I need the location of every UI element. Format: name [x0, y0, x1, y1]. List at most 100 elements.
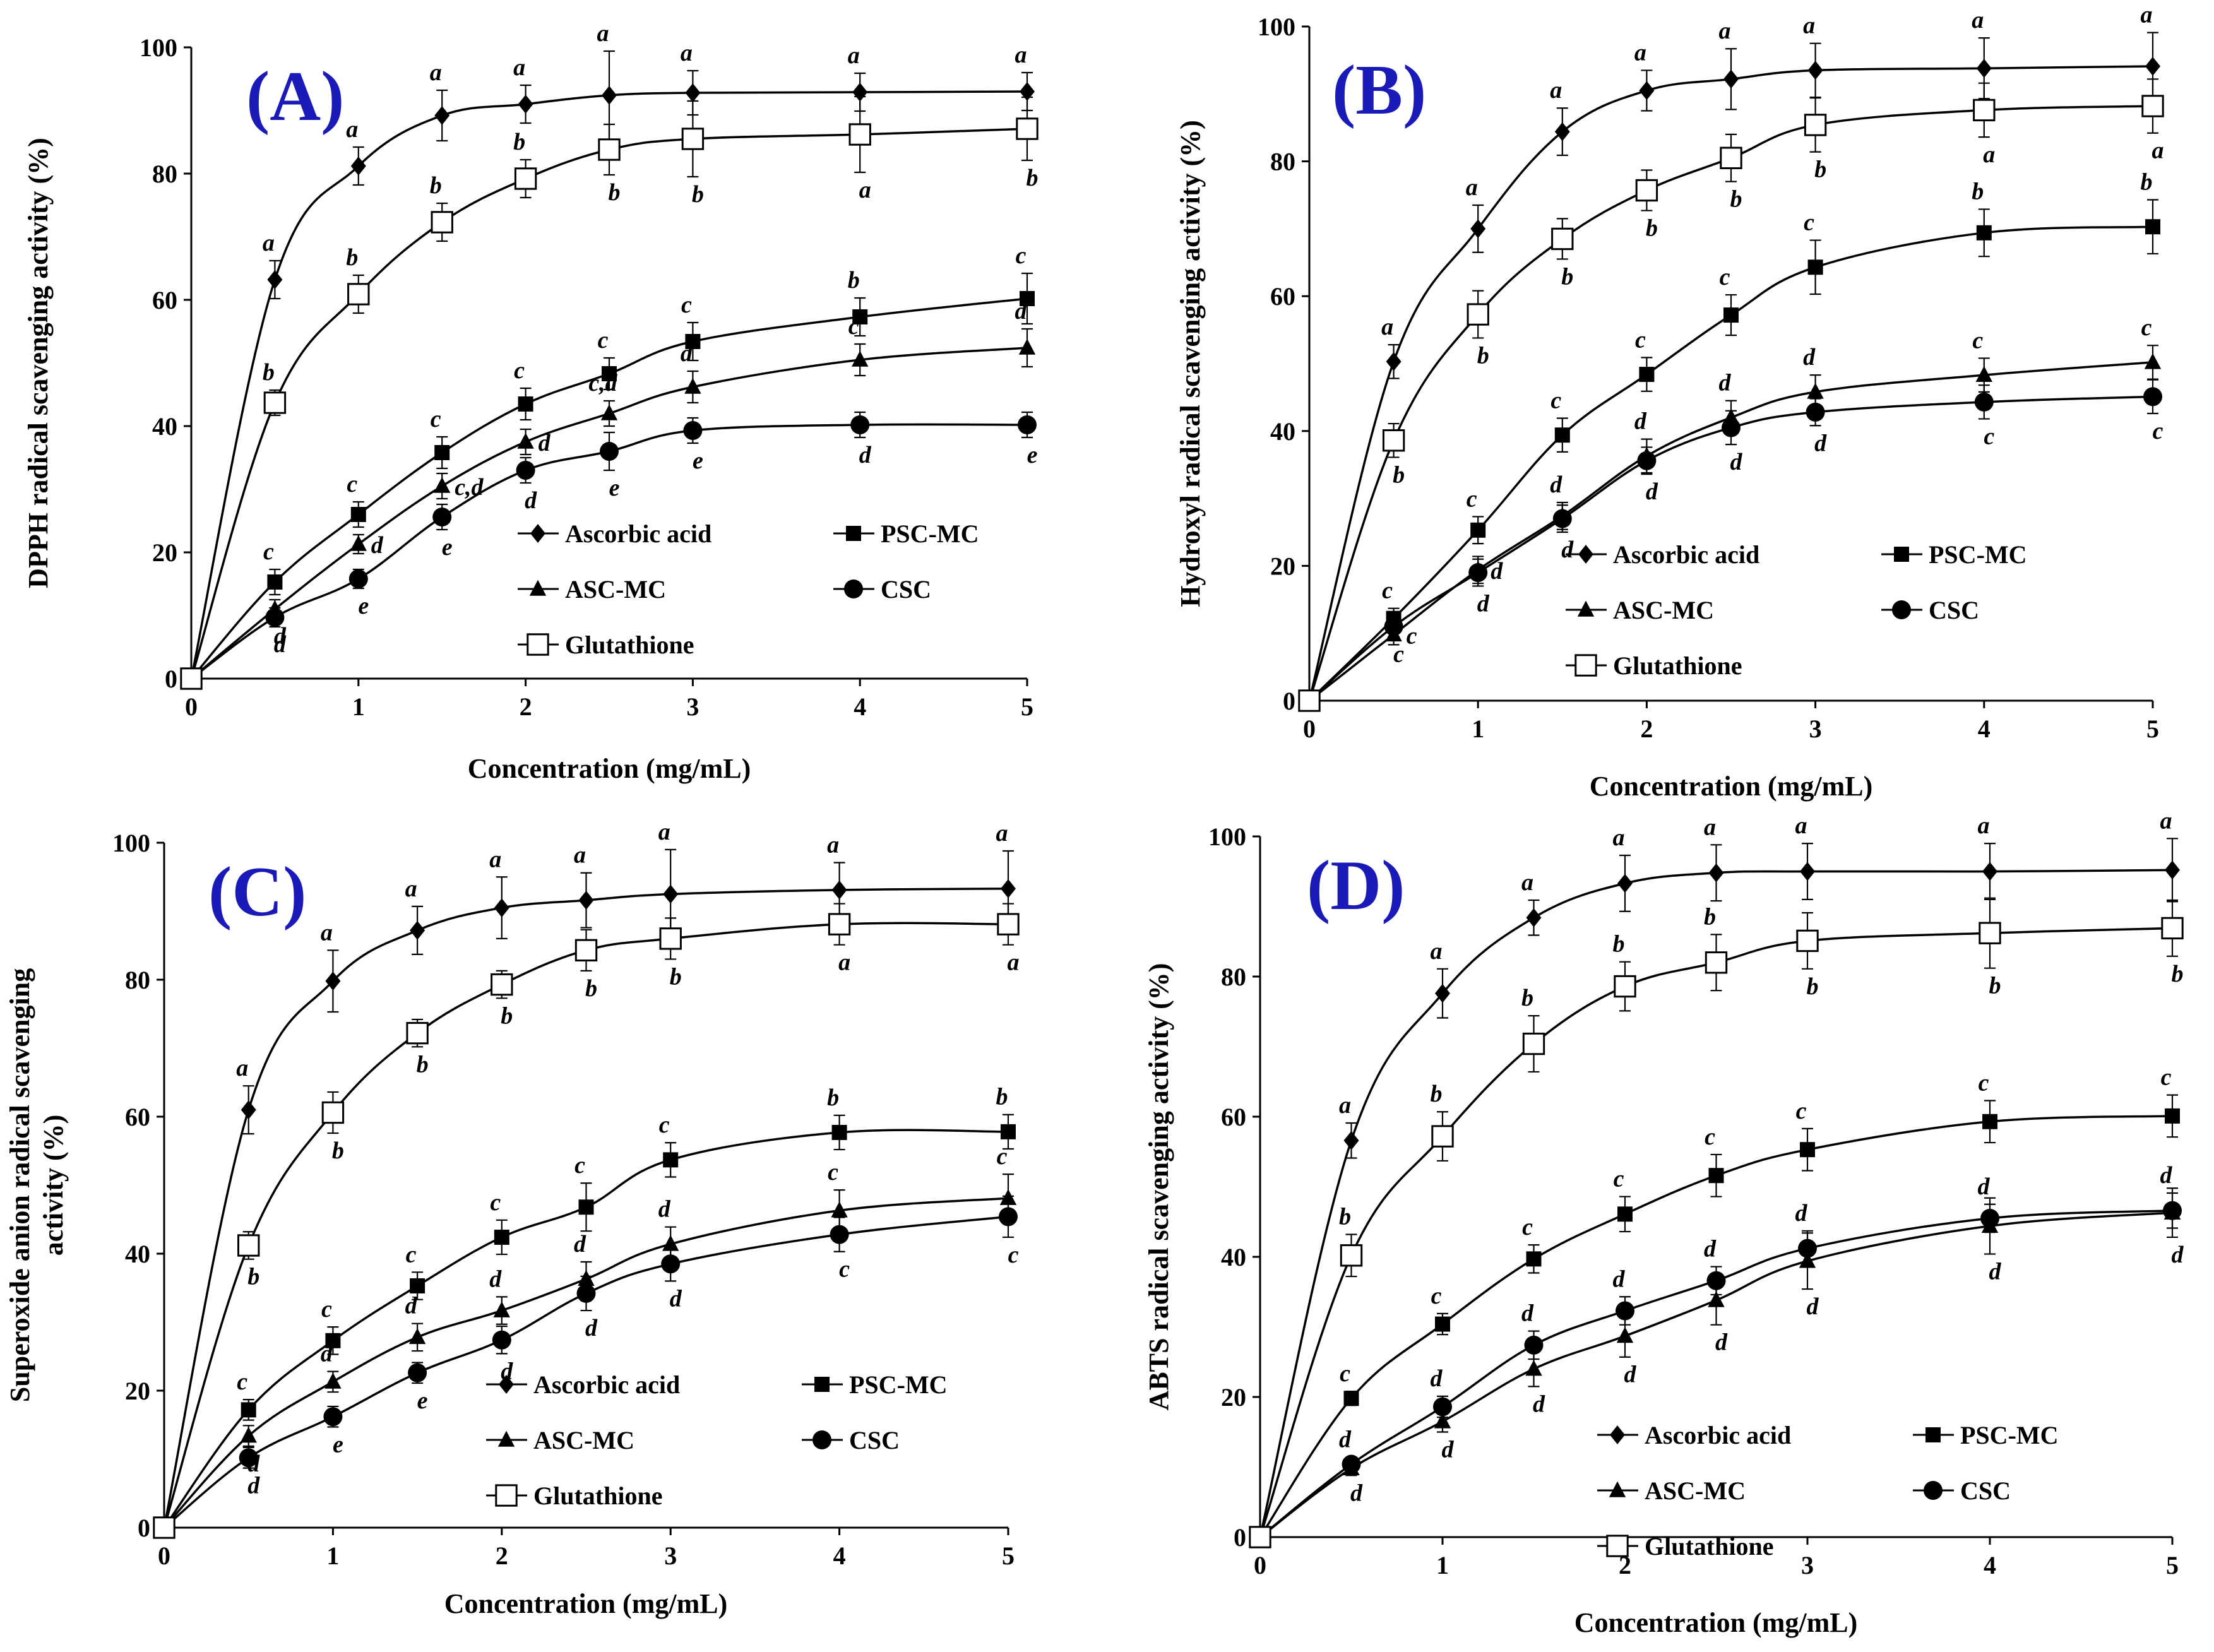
significance-letter: a — [1466, 174, 1478, 201]
legend-entry: Glutathione — [518, 631, 694, 659]
significance-letter: a — [346, 116, 358, 143]
data-point — [1470, 219, 1486, 239]
significance-letter: a — [2160, 807, 2172, 834]
significance-letter: c — [1016, 242, 1027, 269]
significance-letter: c — [839, 1256, 850, 1283]
data-point — [1343, 1131, 1359, 1150]
data-point — [1526, 1251, 1542, 1267]
significance-letter: c — [406, 1241, 417, 1268]
data-point — [1001, 879, 1016, 898]
legend-entry: Glutathione — [1597, 1532, 1773, 1560]
significance-letter: d — [405, 1293, 418, 1319]
significance-letter: d — [1015, 298, 1028, 324]
significance-letter: d — [274, 631, 287, 658]
series-line — [190, 423, 1028, 680]
data-point — [828, 913, 851, 936]
significance-letter: b — [1814, 157, 1826, 183]
y-tick-label: 20 — [125, 1377, 150, 1405]
data-point — [852, 350, 869, 367]
data-point — [1382, 429, 1405, 452]
data-point — [600, 404, 618, 420]
significance-letter: c,d — [455, 474, 484, 501]
significance-letter: a — [1795, 812, 1807, 839]
data-point — [1340, 1244, 1363, 1267]
data-point — [1708, 1291, 1725, 1307]
legend-label: CSC — [881, 575, 931, 603]
data-point — [1705, 951, 1728, 974]
data-point — [1018, 338, 1036, 355]
data-point — [514, 167, 537, 190]
data-point — [1001, 1124, 1016, 1139]
legend-label: PSC-MC — [1960, 1421, 2059, 1449]
significance-letter: a — [1972, 7, 1984, 33]
significance-letter: c — [1407, 622, 1417, 649]
significance-letter: d — [1442, 1437, 1455, 1463]
significance-letter: b — [1431, 1081, 1443, 1107]
significance-letter: d — [658, 1196, 671, 1223]
legend-entry: CSC — [1913, 1477, 2011, 1505]
significance-letter: e — [693, 448, 703, 474]
significance-letter: c — [237, 1369, 247, 1395]
data-point — [1434, 1412, 1451, 1429]
panel-c: 0 20 40 60 80 100 0 1 2 3 4 5 Concentration (mg/mL) S… — [4, 819, 1020, 1619]
x-tick-label: 4 — [854, 692, 866, 721]
x-tick-label: 2 — [520, 692, 532, 721]
data-point — [1342, 1454, 1361, 1474]
data-point — [1526, 908, 1542, 927]
data-point — [240, 1427, 257, 1443]
significance-letter: d — [1431, 1365, 1443, 1392]
data-point — [1798, 1239, 1817, 1258]
y-tick-label: 60 — [1270, 282, 1295, 311]
y-tick-label: 80 — [1221, 963, 1246, 991]
data-point — [1435, 1316, 1450, 1332]
legend-entry: Glutathione — [1566, 651, 1742, 680]
data-point — [2163, 1201, 2182, 1220]
significance-letter: d — [585, 1315, 598, 1341]
data-point — [1617, 874, 1633, 893]
significance-letter: c — [1431, 1283, 1442, 1309]
data-point — [518, 95, 533, 114]
significance-letter: c — [321, 1296, 332, 1322]
significance-letter: b — [1521, 985, 1533, 1011]
significance-letter: b — [346, 244, 358, 271]
y-tick-label: 40 — [152, 412, 177, 441]
significance-letter: b — [827, 1084, 839, 1111]
legend-label: CSC — [1929, 596, 1979, 624]
data-point — [434, 477, 451, 493]
significance-letter: b — [609, 179, 621, 206]
y-axis-title: Hydroxyl radical scavenging activity (%) — [1175, 120, 1206, 607]
data-point — [1617, 1206, 1633, 1222]
significance-letter: b — [1027, 165, 1039, 191]
significance-letter: c — [1467, 485, 1477, 512]
data-point — [1551, 227, 1574, 251]
significance-letter: a — [430, 59, 442, 86]
legend-label: CSC — [1960, 1477, 2011, 1505]
significance-letter: a — [996, 820, 1008, 847]
significance-letter: d — [1807, 1293, 1819, 1320]
significance-letter: c — [1705, 1124, 1715, 1150]
series-line — [1308, 65, 2153, 701]
data-point — [1524, 1335, 1544, 1355]
legend-label: PSC-MC — [849, 1370, 948, 1399]
significance-letter: a — [1613, 824, 1625, 851]
panel-label: (D) — [1307, 847, 1405, 925]
data-point — [659, 927, 682, 950]
data-point — [1807, 383, 1824, 399]
legend-label: ASC-MC — [1613, 596, 1714, 624]
legend-marker — [495, 1484, 518, 1507]
significance-letter: d — [539, 430, 551, 456]
significance-letter: d — [1521, 1300, 1534, 1327]
data-point — [518, 396, 533, 412]
significance-letter: c — [1550, 388, 1561, 414]
data-point — [491, 973, 513, 996]
series-glutathione: b b b b b b b b — [1249, 897, 2184, 1548]
data-point — [434, 106, 450, 125]
significance-letter: d — [1646, 478, 1658, 505]
series-line — [1308, 361, 2153, 702]
data-point — [1020, 82, 1035, 101]
significance-letter: c — [1984, 424, 1994, 450]
significance-letter: d — [1715, 1329, 1728, 1356]
significance-letter: b — [585, 975, 597, 1002]
